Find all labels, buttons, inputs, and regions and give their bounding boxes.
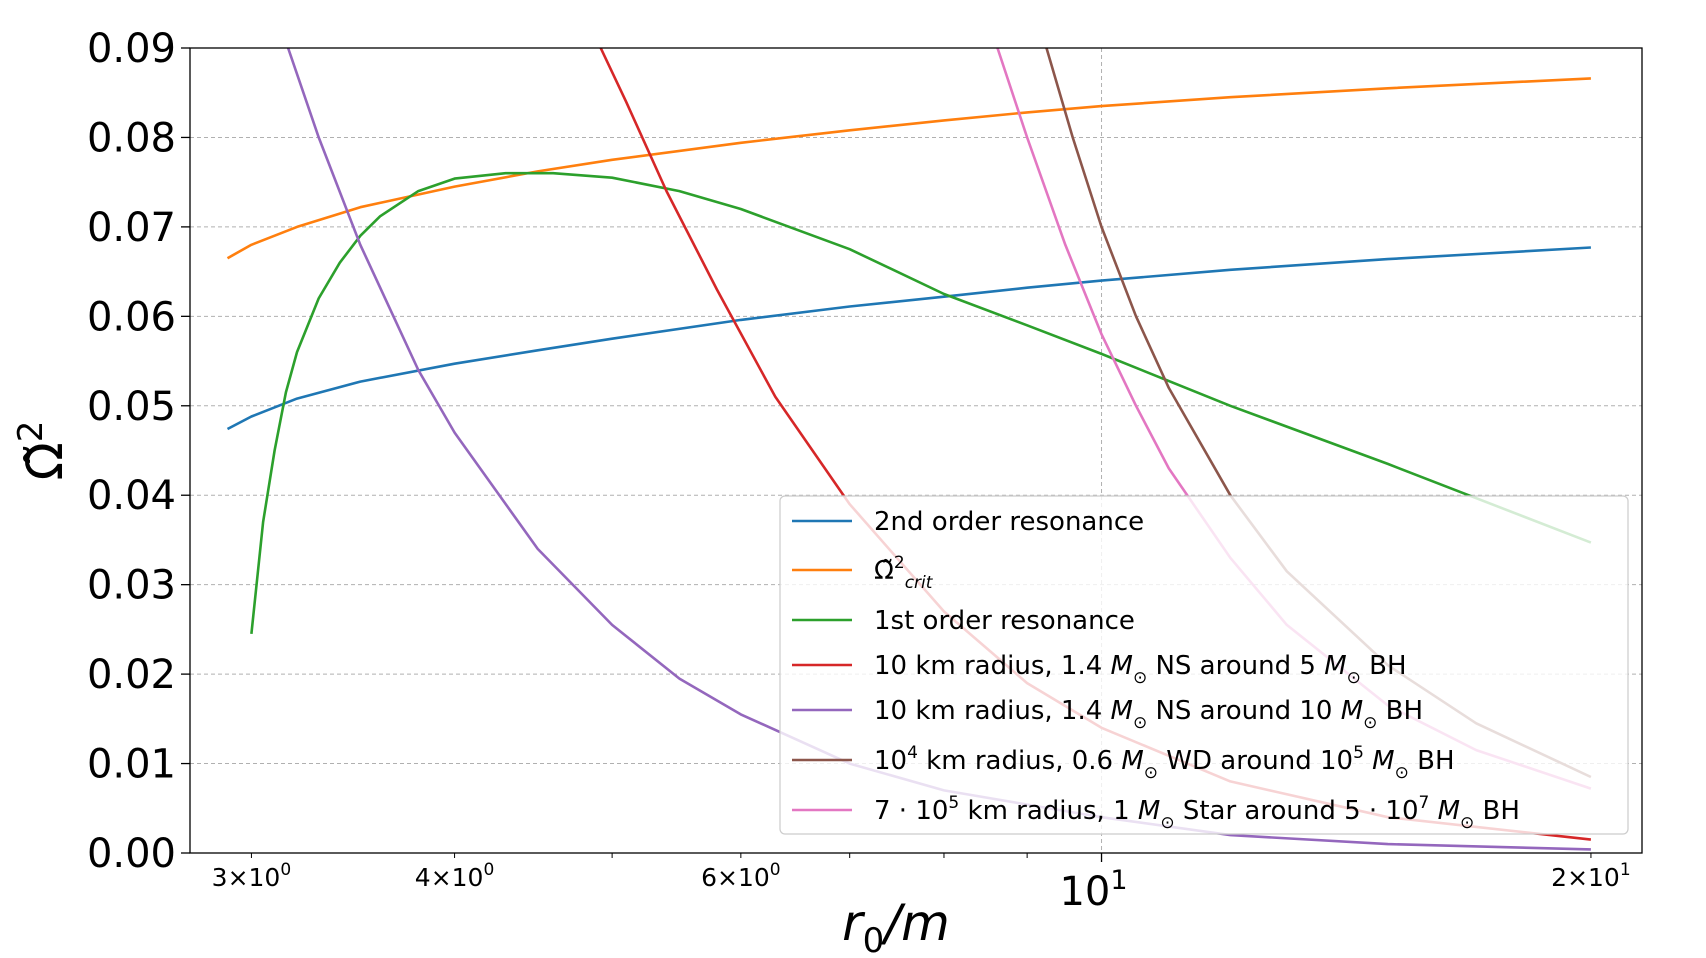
series-line-crit: [226, 77, 1591, 260]
y-tick-label: 0.04: [87, 473, 176, 519]
x-minor-tick-label: 3×100: [212, 860, 292, 892]
legend-label: 7 · 105 km radius, 1 M⊙ Star around 5 · …: [874, 793, 1520, 833]
y-tick-label: 0.07: [87, 205, 176, 251]
y-tick-label: 0.03: [87, 563, 176, 609]
axis-ticks: [181, 47, 1592, 862]
x-axis-label: r0/m: [842, 894, 950, 958]
series-line-2nd-order-resonance: [226, 246, 1591, 431]
y-tick-label: 0.00: [87, 831, 176, 877]
legend-label: 104 km radius, 0.6 M⊙ WD around 105 M⊙ B…: [874, 743, 1455, 783]
plot-frame: [189, 47, 1643, 854]
legend-label: 2nd order resonance: [874, 507, 1144, 537]
x-minor-tick-label: 4×100: [415, 860, 494, 892]
y-axis-label: Ω̃2: [11, 421, 74, 481]
grid: [190, 48, 1642, 853]
legend: 2nd order resonance Ω̃2crit 1st order reso…: [779, 495, 1629, 835]
legend-label: Ω̃2crit: [874, 553, 934, 593]
x-tick-labels: 101 3×100 4×100 6×100 2×101: [212, 860, 1631, 915]
y-tick-label: 0.05: [87, 384, 176, 430]
legend-label: 10 km radius, 1.4 M⊙ NS around 10 M⊙ BH: [874, 696, 1423, 733]
x-major-tick-label: 101: [1059, 865, 1127, 915]
legend-label: 10 km radius, 1.4 M⊙ NS around 5 M⊙ BH: [874, 651, 1407, 688]
y-tick-label: 0.06: [87, 294, 176, 340]
x-minor-tick-label: 6×100: [701, 860, 781, 892]
y-tick-label: 0.01: [87, 742, 176, 788]
legend-label: 1st order resonance: [874, 606, 1135, 636]
y-tick-label: 0.09: [87, 26, 176, 72]
legend-box: [779, 495, 1629, 835]
y-tick-labels: 0.00 0.01 0.02 0.03 0.04 0.05 0.06 0.07 0.08 0.09: [87, 26, 176, 877]
series-line-1st-order-resonance: [250, 171, 1592, 635]
x-minor-tick-label: 2×101: [1551, 860, 1631, 892]
y-tick-label: 0.08: [87, 115, 176, 161]
y-tick-label: 0.02: [87, 652, 176, 698]
